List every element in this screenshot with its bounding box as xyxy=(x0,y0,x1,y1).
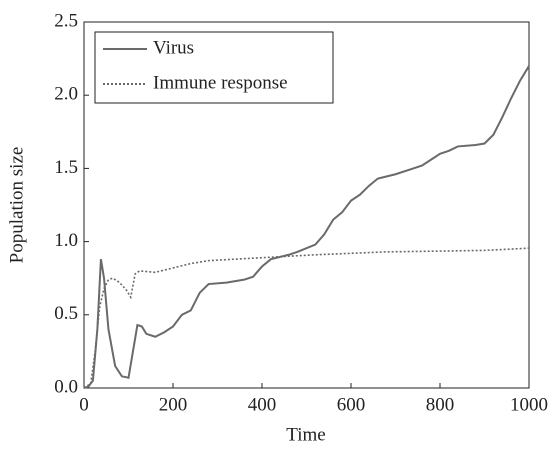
x-tick-label: 1000 xyxy=(510,394,548,415)
y-tick-label: 1.5 xyxy=(54,157,78,178)
data-line xyxy=(83,247,530,389)
y-tick-label: 1.0 xyxy=(54,230,78,251)
plot-frame xyxy=(83,21,530,389)
x-tick-label: 600 xyxy=(337,394,366,415)
y-tick-label: 2.5 xyxy=(54,10,78,31)
data-line xyxy=(83,65,530,389)
x-tick-label: 0 xyxy=(79,394,89,415)
legend-label: Immune response xyxy=(153,72,288,93)
x-tick-label: 800 xyxy=(426,394,455,415)
y-tick-label: 2.0 xyxy=(54,84,78,105)
x-tick-label: 400 xyxy=(248,394,277,415)
y-tick-label: 0.0 xyxy=(54,376,78,397)
x-tick-label: 200 xyxy=(159,394,188,415)
legend-label: Virus xyxy=(153,37,194,58)
x-axis-label: Time xyxy=(286,424,325,445)
y-axis-label: Population size xyxy=(6,147,27,264)
y-tick-label: 0.5 xyxy=(54,303,78,324)
legend-box xyxy=(94,31,334,104)
